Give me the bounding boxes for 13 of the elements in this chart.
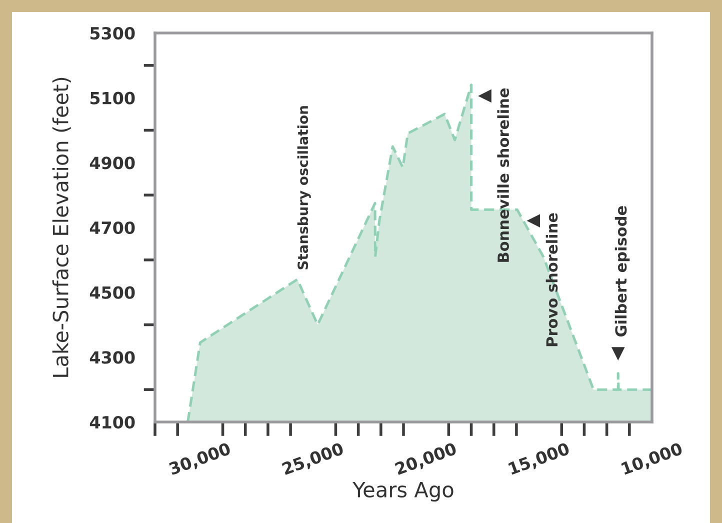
- annotation: Stansbury oscillation: [297, 106, 311, 270]
- y-axis-title: Lake-Surface Elevation (feet): [52, 78, 71, 377]
- annotation: Gilbert episode: [614, 206, 630, 336]
- y-tick-label: 4100: [90, 416, 135, 429]
- y-tick-label: 4900: [90, 156, 135, 170]
- y-tick-label: 4500: [90, 286, 135, 299]
- y-tick-label: 4700: [90, 221, 135, 234]
- annotation: Bonneville shoreline: [497, 88, 510, 262]
- y-tick-label: 5300: [90, 26, 135, 40]
- y-tick-label: 5100: [90, 92, 135, 104]
- y-tick-label: 4300: [90, 351, 135, 364]
- x-axis-title: Years Ago: [352, 482, 454, 502]
- annotation: Provo shoreline: [546, 213, 558, 346]
